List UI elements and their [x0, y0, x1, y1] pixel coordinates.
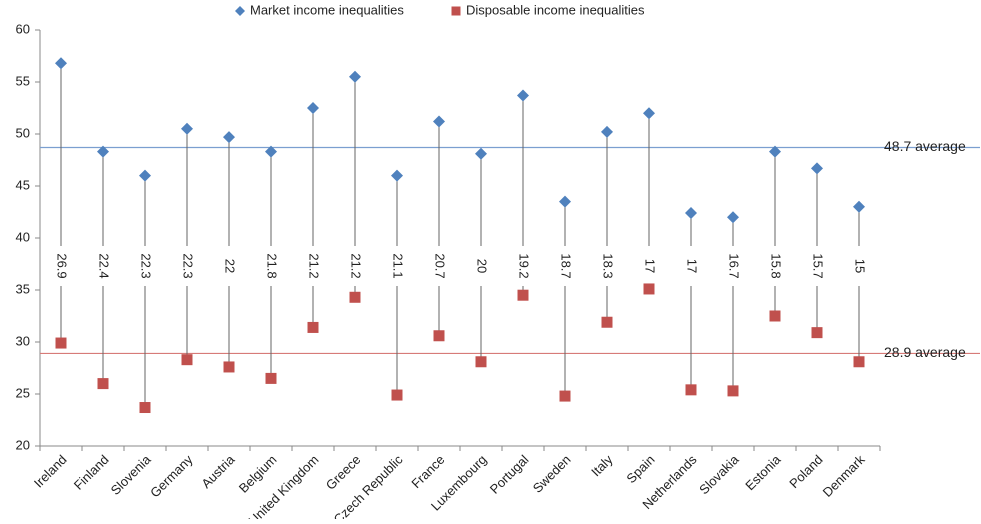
market-marker	[55, 57, 67, 70]
disposable-marker	[811, 327, 823, 339]
disposable-marker	[559, 390, 571, 402]
y-tick-label: 20	[16, 437, 30, 452]
x-tick-label: Spain	[623, 452, 657, 486]
y-tick-label: 55	[16, 73, 30, 88]
disposable-marker	[223, 361, 235, 373]
y-tick-label: 40	[16, 229, 30, 244]
disposable-marker	[475, 356, 487, 368]
difference-label: 21.1	[391, 253, 406, 278]
legend-label: Disposable income inequalities	[466, 2, 645, 17]
market-marker	[769, 145, 781, 158]
x-tick-label: Italy	[588, 452, 616, 480]
difference-label: 22.4	[97, 253, 112, 278]
market-marker	[391, 169, 403, 182]
market-marker	[307, 102, 319, 114]
difference-label: 21.2	[307, 253, 322, 278]
difference-label: 15.7	[811, 253, 826, 278]
market-marker	[601, 125, 613, 138]
disposable-marker	[727, 385, 739, 397]
market-marker	[139, 169, 151, 182]
x-tick-label: United Kingdom	[246, 452, 322, 519]
disposable-marker	[307, 321, 319, 333]
x-tick-label: France	[408, 452, 447, 491]
difference-label: 22	[223, 259, 238, 273]
market-marker	[811, 162, 823, 175]
y-tick-label: 30	[16, 333, 30, 348]
market-marker	[433, 115, 445, 128]
market-marker	[223, 131, 235, 144]
market-marker	[685, 207, 697, 220]
disposable-marker	[601, 316, 613, 328]
difference-label: 22.3	[139, 253, 154, 278]
x-tick-label: Estonia	[742, 451, 784, 493]
y-tick-label: 50	[16, 125, 30, 140]
disposable-marker	[517, 289, 529, 301]
market-marker	[517, 89, 529, 102]
market-marker	[349, 70, 361, 83]
difference-label: 20.7	[433, 253, 448, 278]
x-tick-label: Finland	[71, 452, 112, 493]
difference-label: 20	[475, 259, 490, 273]
difference-label: 26.9	[55, 253, 70, 278]
difference-label: 15	[853, 259, 868, 273]
disposable-marker	[265, 372, 277, 384]
market-marker	[559, 195, 571, 208]
legend-label: Market income inequalities	[250, 2, 404, 17]
x-tick-label: Ireland	[31, 452, 70, 491]
market-marker	[265, 145, 277, 158]
market-marker	[727, 211, 739, 224]
disposable-marker	[181, 354, 193, 366]
y-tick-label: 45	[16, 177, 30, 192]
market-marker	[97, 145, 109, 158]
x-tick-label: Germany	[147, 452, 196, 501]
difference-label: 15.8	[769, 253, 784, 278]
disposable-marker	[391, 389, 403, 401]
difference-label: 18.7	[559, 253, 574, 278]
average-label: 48.7 average	[884, 138, 966, 154]
average-label: 28.9 average	[884, 344, 966, 360]
difference-label: 19.2	[517, 253, 532, 278]
x-tick-label: Poland	[786, 452, 825, 491]
y-tick-label: 25	[16, 385, 30, 400]
x-tick-label: Denmark	[820, 452, 868, 500]
disposable-marker	[853, 356, 865, 368]
difference-label: 21.8	[265, 253, 280, 278]
disposable-marker	[769, 310, 781, 322]
y-tick-label: 60	[16, 21, 30, 36]
market-marker	[181, 122, 193, 135]
difference-label: 17	[643, 259, 658, 273]
difference-label: 22.3	[181, 253, 196, 278]
disposable-marker	[139, 402, 151, 414]
disposable-marker	[97, 378, 109, 390]
market-marker	[853, 200, 865, 213]
x-tick-label: Slovakia	[696, 451, 742, 497]
difference-label: 21.2	[349, 253, 364, 278]
x-tick-label: Portugal	[487, 452, 532, 497]
difference-label: 18.3	[601, 253, 616, 278]
difference-label: 16.7	[727, 253, 742, 278]
disposable-marker	[685, 384, 697, 396]
market-marker	[643, 107, 655, 120]
disposable-marker	[643, 283, 655, 295]
disposable-marker	[349, 291, 361, 303]
x-tick-label: Greece	[323, 452, 364, 493]
legend-marker	[235, 6, 245, 16]
y-tick-label: 35	[16, 281, 30, 296]
disposable-marker	[433, 330, 445, 342]
disposable-marker	[55, 337, 67, 349]
legend-marker	[451, 6, 461, 16]
market-marker	[475, 147, 487, 160]
x-tick-label: Sweden	[530, 452, 574, 496]
x-tick-label: Austria	[198, 451, 238, 491]
difference-label: 17	[685, 259, 700, 273]
